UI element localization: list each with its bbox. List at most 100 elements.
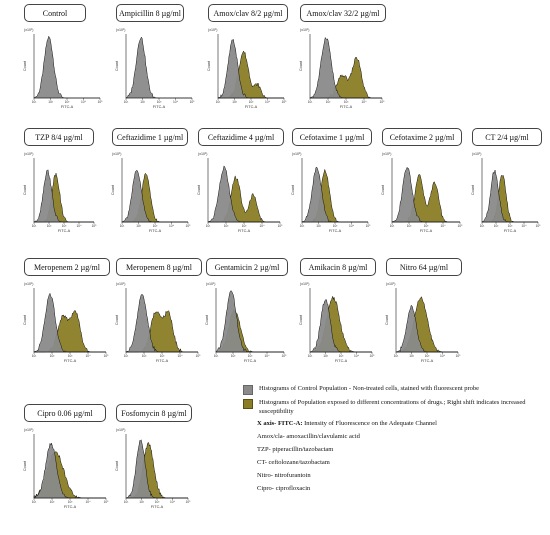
x-tick-label: 10⁵ — [104, 354, 110, 358]
panel-title: Amox/clav 32/2 µg/ml — [300, 4, 386, 22]
x-axis-label: FITC-A — [504, 229, 517, 233]
x-tick-label: 10⁵ — [282, 100, 288, 104]
x-tick-label: 10¹ — [32, 224, 37, 228]
x-tick-label: 10² — [494, 224, 499, 228]
legend-xaxis-text: Intensity of Fluorescence on the Adequat… — [302, 420, 437, 427]
legend-abbrev-2: CT- ceftolozane/tazobactam — [257, 459, 330, 466]
histogram-plot: (x10¹) Count 10¹ 10² 10³ 10⁴ 10⁵ FITC-A — [111, 152, 191, 233]
x-tick-label: 10² — [50, 354, 55, 358]
panel-fosfomycin-8-g-ml: Fosfomycin 8 µg/ml (x10¹) Count 10¹ 10² 10³ 10… — [114, 404, 194, 522]
x-tick-label: 10¹ — [394, 354, 399, 358]
x-tick-label: 10⁵ — [190, 100, 196, 104]
histogram-plot: (x10²) Count 10¹ 10² 10³ 10⁴ 10⁵ FITC-A — [197, 152, 284, 233]
legend-xaxis-label: X axis- FITC-A: — [257, 420, 303, 427]
legend-exposed-swatch — [243, 399, 253, 409]
y-multiplier: (x10¹) — [382, 152, 391, 156]
y-multiplier: (x10¹) — [24, 428, 33, 432]
x-tick-label: 10⁵ — [282, 354, 288, 358]
histogram-plot: (x10¹) Count 10¹ 10² 10³ 10⁴ 10⁵ FITC-A — [205, 282, 288, 363]
panel-title: Ceftazidime 1 µg/ml — [112, 128, 188, 146]
y-multiplier: (x10¹) — [116, 282, 125, 286]
histogram-plot: (x10¹) Count 10¹ 10² 10³ 10⁴ 10⁵ FITC-A — [23, 428, 109, 509]
x-tick-label: 10⁵ — [92, 224, 98, 228]
panel-ceftazidime-4-g-ml: Ceftazidime 4 µg/ml (x10²) Count 10¹ 10² 10³ 1… — [196, 128, 286, 246]
x-tick-label: 10⁴ — [265, 354, 271, 358]
y-axis-label: Count — [23, 60, 27, 71]
x-axis-label: FITC-A — [58, 229, 71, 233]
panel-amikacin-8-g-ml: Amikacin 8 µg/ml (x10¹) Count 10¹ 10² 10³ 10⁴ 1… — [298, 258, 378, 376]
panel-cefotaxime-1-g-ml: Cefotaxime 1 µg/ml (x10²) Count 10¹ 10² 10³ 10… — [290, 128, 374, 246]
x-tick-label: 10² — [224, 224, 229, 228]
x-axis-label: FITC-A — [245, 105, 258, 109]
histogram-plot: (x10²) Count 10¹ 10² 10³ 10⁴ 10⁵ FITC-A — [291, 152, 371, 233]
panel-cefotaxime-2-g-ml: Cefotaxime 2 µg/ml (x10¹) Count 10¹ 10² 10³ 10… — [380, 128, 466, 246]
y-axis-label: Count — [23, 460, 27, 471]
x-tick-label: 10¹ — [124, 354, 129, 358]
x-tick-label: 10³ — [155, 500, 160, 504]
x-tick-label: 10³ — [339, 354, 344, 358]
histogram-control — [481, 169, 538, 223]
x-tick-label: 10² — [326, 100, 331, 104]
histogram-plot: (x10¹) Count 10¹ 10² 10³ 10⁴ 10⁵ FITC-A — [299, 282, 376, 363]
y-axis-label: Count — [207, 60, 211, 71]
histogram-plot: (x10¹) Count 10¹ 10² 10³ 10⁴ 10⁵ FITC-A — [23, 152, 98, 233]
x-tick-label: 10³ — [65, 100, 70, 104]
x-tick-label: 10¹ — [390, 224, 395, 228]
x-axis-label: FITC-A — [64, 359, 77, 363]
x-axis-label: FITC-A — [421, 359, 434, 363]
x-axis-label: FITC-A — [151, 505, 164, 509]
y-multiplier: (x10¹) — [24, 28, 33, 32]
x-tick-label: 10⁴ — [169, 224, 175, 228]
x-tick-label: 10⁴ — [260, 224, 266, 228]
x-tick-label: 10² — [409, 354, 414, 358]
x-tick-label: 10⁵ — [370, 354, 376, 358]
histogram-plot: (x10¹) Count 10¹ 10² 10³ 10⁴ 10⁵ FITC-A — [471, 152, 542, 233]
y-axis-label: Count — [385, 314, 389, 325]
x-tick-label: 10⁵ — [278, 224, 284, 228]
x-tick-label: 10² — [232, 100, 237, 104]
x-tick-label: 10⁴ — [178, 354, 184, 358]
histogram-plot: (x10¹) Count 10¹ 10² 10³ 10⁴ 10⁵ FITC-A — [381, 152, 463, 233]
x-tick-label: 10³ — [344, 100, 349, 104]
panel-ct-2-4-g-ml: CT 2/4 µg/ml (x10¹) Count 10¹ 10² 10³ 10⁴ 10⁵ FI… — [470, 128, 544, 246]
legend-abbrev-0: Amox/cla- amoxacillin/clavulamic acid — [257, 433, 360, 440]
panel-title: Amox/clav 8/2 µg/ml — [208, 4, 288, 22]
x-tick-label: 10¹ — [32, 100, 37, 104]
panel-ceftazidime-1-g-ml: Ceftazidime 1 µg/ml (x10¹) Count 10¹ 10² 10³ 1… — [110, 128, 194, 246]
y-axis-label: Count — [471, 184, 475, 195]
y-axis-label: Count — [299, 60, 303, 71]
panel-title: Ampicillin 8 µg/ml — [116, 4, 184, 22]
histogram-control — [125, 36, 192, 99]
y-multiplier: (x10¹) — [472, 152, 481, 156]
panel-title: Fosfomycin 8 µg/ml — [116, 404, 192, 422]
panel-ampicillin-8-g-ml: Ampicillin 8 µg/ml (x10¹) Count 10¹ 10² 10³ 10… — [114, 4, 198, 122]
panel-gentamicin-2-g-ml: Gentamicin 2 µg/ml (x10¹) Count 10¹ 10² 10³ 10… — [204, 258, 290, 376]
y-multiplier: (x10¹) — [300, 282, 309, 286]
y-axis-label: Count — [23, 314, 27, 325]
y-axis-label: Count — [23, 184, 27, 195]
y-multiplier: (x10¹) — [206, 282, 215, 286]
legend-control-swatch — [243, 385, 253, 395]
x-tick-label: 10⁵ — [536, 224, 542, 228]
x-tick-label: 10² — [47, 224, 52, 228]
x-tick-label: 10² — [407, 224, 412, 228]
x-tick-label: 10¹ — [308, 100, 313, 104]
x-tick-label: 10³ — [160, 354, 165, 358]
x-tick-label: 10² — [139, 500, 144, 504]
panel-title: Meropenem 8 µg/ml — [116, 258, 202, 276]
x-axis-label: FITC-A — [329, 229, 342, 233]
y-axis-label: Count — [299, 314, 303, 325]
x-axis-label: FITC-A — [335, 359, 348, 363]
legend-abbrev-4: Cipro- ciprofloxacin — [257, 485, 311, 492]
y-multiplier: (x10¹) — [112, 152, 121, 156]
panel-meropenem-8-g-ml: Meropenem 8 µg/ml (x10¹) Count 10¹ 10² 10³ 10⁴… — [114, 258, 204, 376]
panel-nitro-64-g-ml: Nitro 64 µg/ml (x10¹) Count 10¹ 10² 10³ 10⁴ 10⁵… — [384, 258, 464, 376]
panel-control: Control (x10¹) Count 10¹ 10² 10³ 10⁴ 10⁵ FITC-A — [22, 4, 106, 122]
histogram-plot: (x10¹) Count 10¹ 10² 10³ 10⁴ 10⁵ FITC-A — [115, 282, 201, 363]
x-axis-label: FITC-A — [244, 359, 257, 363]
panel-title: TZP 8/4 µg/ml — [24, 128, 94, 146]
y-axis-label: Count — [115, 460, 119, 471]
y-axis-label: Count — [291, 184, 295, 195]
x-tick-label: 10³ — [62, 224, 67, 228]
histogram-control — [33, 169, 94, 223]
